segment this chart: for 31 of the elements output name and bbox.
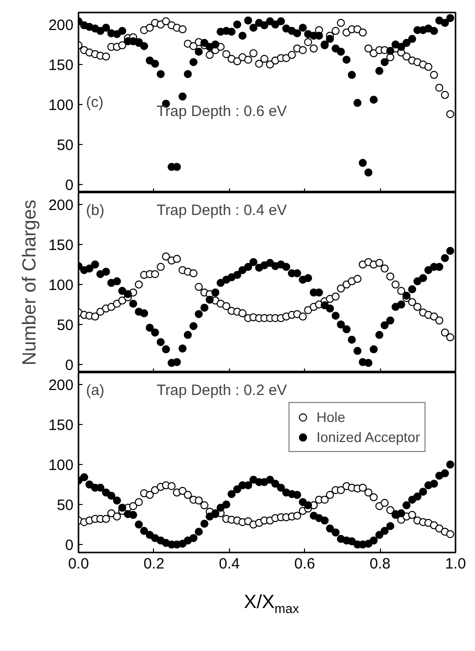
y-tick-label: 0 [65,177,74,194]
y-tick-label: 0 [65,537,74,554]
y-tick-label: 0 [65,357,74,374]
x-tick-label: 0.8 [370,556,391,572]
y-tick-label: 200 [48,197,74,214]
annotation: (b) [86,202,104,219]
x-tick-label: 1.0 [445,556,466,572]
y-tick-label: 200 [48,17,74,34]
x-tick-label: 0.0 [68,556,89,572]
y-axis-title: Number of Charges [19,200,40,366]
legend-label: Hole [316,409,346,425]
x-axis-title: X/X$_{max}$ [242,591,300,618]
y-tick-label: 50 [56,497,74,514]
y-tick-label: 50 [56,137,74,154]
annotation: (a) [86,382,104,399]
y-tick-label: 150 [48,237,74,254]
annotation: Trap Depth : 0.2 eV [156,382,287,399]
annotation: (c) [86,94,104,111]
x-tick-label: 0.4 [218,556,240,572]
annotation: Trap Depth : 0.4 eV [156,202,287,219]
y-tick-label: 150 [48,57,74,74]
y-tick-label: 100 [48,277,74,294]
y-tick-label: 200 [48,377,74,394]
y-tick-label: 100 [48,97,74,114]
y-tick-label: 150 [48,417,74,434]
y-tick-label: 100 [48,457,74,474]
annotation: Trap Depth : 0.6 eV [156,103,287,120]
legend-label: Ionized Acceptor [316,429,420,445]
x-tick-label: 0.2 [143,556,164,572]
x-tick-label: 0.6 [294,556,316,572]
y-tick-label: 50 [56,317,74,334]
